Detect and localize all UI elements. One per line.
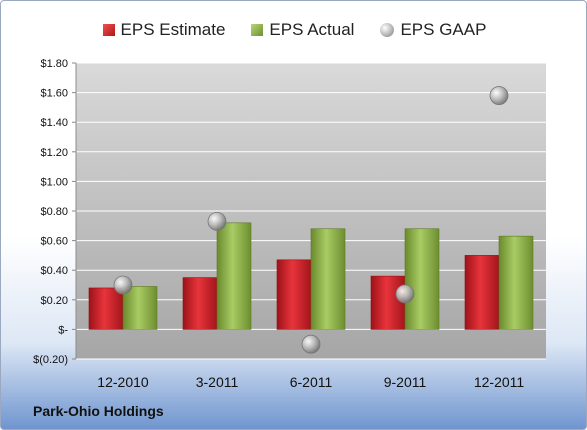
bar-eps-estimate [370,275,406,330]
bar-eps-estimate [276,259,312,330]
bar-eps-estimate [88,287,124,330]
bar-eps-actual [122,286,158,330]
y-tick-label: $0.20 [40,295,68,307]
y-tick-label: $1.00 [40,176,68,188]
marker-eps-gaap [489,86,509,105]
legend-label-eps-estimate: EPS Estimate [120,20,226,39]
x-tick-label: 6-2011 [290,374,333,390]
legend-swatch-eps-actual [251,24,264,36]
marker-eps-gaap [301,334,321,354]
y-tick-label: $1.80 [40,58,68,70]
legend-swatch-eps-gaap [380,23,395,37]
y-tick-label: $0.80 [40,206,68,218]
marker-eps-gaap [395,284,415,304]
y-tick-label: $- [58,324,68,336]
y-tick-label: $1.60 [40,88,68,100]
legend-swatch-eps-estimate [102,24,115,36]
y-tick-label: $1.40 [40,117,68,129]
y-tick-label: $(0.20) [33,354,68,366]
legend-label-eps-gaap: EPS GAAP [400,20,487,39]
legend-item-eps-actual: EPS Actual [251,20,354,40]
x-tick-label: 12-2011 [474,374,525,390]
bar-eps-actual [498,235,534,330]
legend-item-eps-gaap: EPS GAAP [380,20,486,40]
y-tick-label: $0.60 [40,236,68,248]
y-tick-label: $1.20 [40,147,68,159]
x-tick-label: 9-2011 [384,374,427,390]
bar-eps-actual [404,228,440,330]
marker-eps-gaap [207,211,227,231]
bar-eps-actual [216,222,252,330]
company-name: Park-Ohio Holdings [33,403,164,419]
bar-eps-actual [310,228,346,330]
legend-item-eps-estimate: EPS Estimate [102,20,226,40]
legend-label-eps-actual: EPS Actual [269,20,355,39]
chart-legend: EPS Estimate EPS Actual EPS GAAP [1,17,586,43]
marker-eps-gaap [113,275,133,295]
x-tick-label: 12-2010 [97,374,149,390]
y-tick-label: $0.40 [40,265,68,277]
x-tick-label: 3-2011 [196,374,239,390]
bar-eps-estimate [182,277,218,330]
bar-eps-estimate [464,255,500,330]
